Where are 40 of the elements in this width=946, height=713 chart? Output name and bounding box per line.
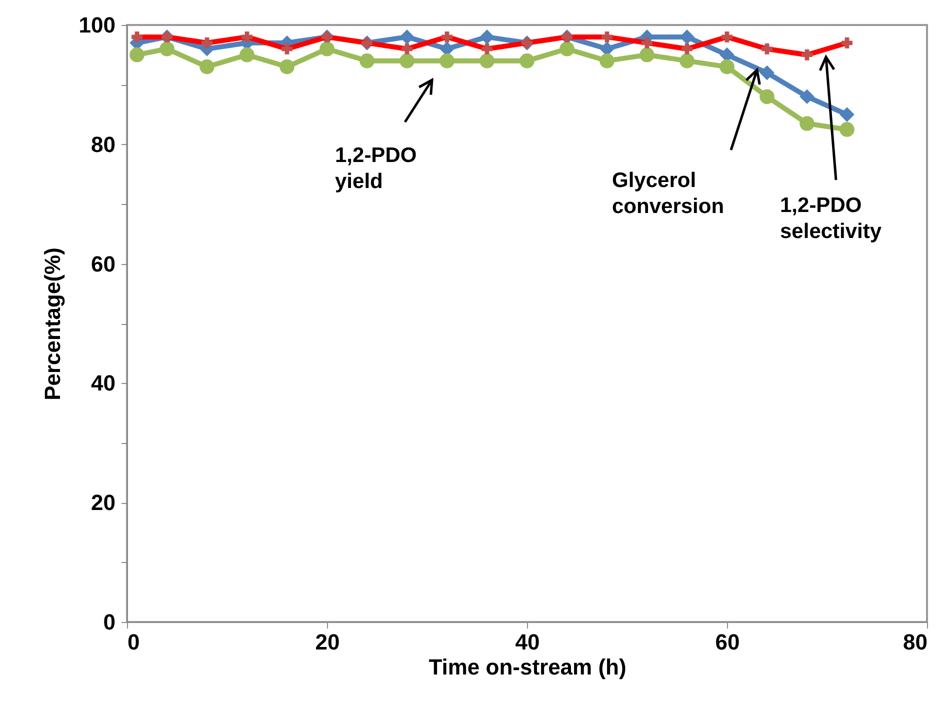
y-tick-label: 100 [78, 12, 116, 38]
annotation: Glycerol conversion [612, 168, 724, 218]
y-tick-label: 80 [91, 132, 116, 157]
point [130, 47, 144, 62]
y-tick-label: 60 [91, 251, 116, 276]
annotation: 1,2-PDO yield [335, 144, 417, 194]
point [760, 89, 774, 104]
point [520, 53, 534, 68]
point [400, 53, 414, 68]
y-tick-label: 40 [91, 370, 116, 396]
point [640, 47, 654, 62]
annotation: 1,2-PDO selectivity [780, 194, 882, 244]
x-tick-label: 20 [315, 630, 340, 654]
x-tick-label: 0 [128, 630, 140, 654]
point [280, 59, 294, 74]
point [360, 53, 374, 68]
point [760, 65, 774, 80]
point [840, 107, 854, 122]
x-tick-label: 80 [903, 630, 928, 654]
point [400, 30, 414, 44]
x-tick-label: 40 [515, 630, 540, 654]
point [440, 53, 454, 68]
point [800, 89, 814, 104]
point [320, 41, 334, 56]
point [200, 59, 214, 74]
x-tick-label: 60 [715, 630, 740, 654]
point [680, 53, 694, 68]
point [600, 53, 614, 68]
point [480, 53, 494, 68]
point [560, 41, 574, 56]
point [840, 122, 854, 137]
x-axis-title: Time on-stream (h) [428, 654, 626, 680]
y-axis-title: Percentage(%) [40, 248, 65, 400]
point [240, 47, 254, 62]
y-tick-label: 20 [91, 490, 116, 516]
point [800, 116, 814, 131]
y-tick-label: 0 [103, 610, 116, 634]
point [160, 41, 174, 56]
point [720, 59, 734, 74]
point [480, 30, 494, 44]
